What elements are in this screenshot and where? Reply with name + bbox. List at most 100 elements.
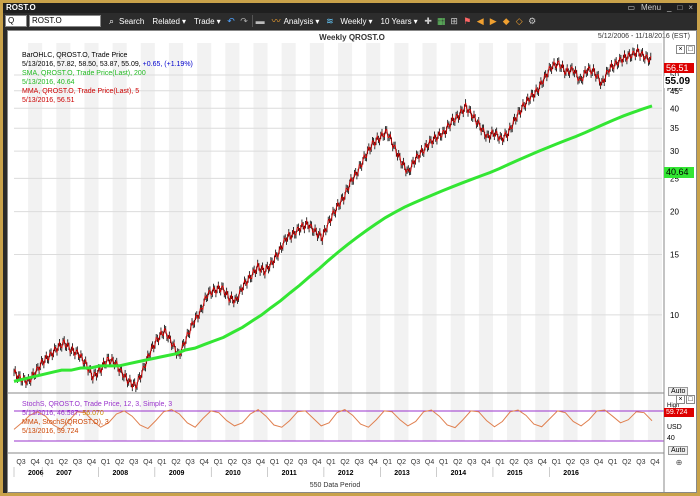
x-tick-year: 2010: [225, 470, 241, 477]
stoch-legend-line-4: 5/13/2016, 59.724: [22, 428, 79, 435]
chevron-down-icon: ▾: [413, 16, 418, 26]
legend-line-5: MMA, QROST.O, Trade Price(Last), 5: [22, 88, 140, 95]
legend-line-4: 5/13/2016, 40.64: [22, 79, 75, 86]
chart-style-icon[interactable]: ≋: [326, 15, 334, 26]
chevron-down-icon: ▾: [368, 16, 373, 26]
grid-band: [281, 43, 296, 441]
x-tick-quarter: Q3: [467, 459, 476, 466]
minimize-icon[interactable]: _: [667, 3, 672, 12]
zoom-reset-icon[interactable]: ⊕: [675, 458, 683, 467]
x-tick-quarter: Q2: [284, 459, 293, 466]
stoch-signal-value: 56.070: [82, 410, 104, 417]
stoch-pane-restore-icon[interactable]: □: [686, 395, 695, 404]
x-tick-quarter: Q3: [242, 459, 251, 466]
period-select[interactable]: 10 Years ▾: [378, 15, 421, 28]
grid-band: [535, 43, 550, 441]
toolbar-divider: [251, 15, 253, 27]
x-tick-quarter: Q3: [411, 459, 420, 466]
x-axis: Q3 Q4 Q1 Q2 Q3 Q4 Q1 Q2 Q3 Q4 Q1 Q2 Q3 Q4 Q1 Q2 Q3 Q4 Q1 Q2…: [13, 459, 660, 477]
x-tick-year: 2009: [169, 470, 185, 477]
price-axis-label: Price: [667, 86, 683, 93]
analysis-icon: 〰: [271, 15, 281, 26]
collapse-icon[interactable]: ◇: [515, 15, 523, 26]
scroll-right-icon[interactable]: ▶: [489, 15, 497, 26]
x-tick-quarter: Q4: [650, 459, 659, 466]
draw-icon[interactable]: ▦: [436, 15, 446, 26]
x-tick-quarter: Q3: [16, 459, 25, 466]
y-tick-label: 40: [670, 104, 679, 113]
stoch-legend: StochS, QROST.O, Trade Price, 12, 3, Sim…: [22, 400, 172, 436]
y-tick-label: 30: [670, 147, 679, 156]
title-bar-controls: ▭ Menu _ □ ×: [627, 3, 693, 13]
x-tick-quarter: Q3: [524, 459, 533, 466]
related-menu[interactable]: Related ▾: [149, 15, 189, 28]
grid-band: [84, 43, 99, 441]
auto-scale-button-2[interactable]: Auto: [668, 446, 689, 455]
x-tick-quarter: Q1: [270, 459, 279, 466]
x-tick-quarter: Q2: [115, 459, 124, 466]
x-tick-year: 2007: [56, 470, 72, 477]
x-tick-quarter: Q4: [425, 459, 434, 466]
x-tick-quarter: Q3: [185, 459, 194, 466]
x-tick-quarter: Q4: [87, 459, 96, 466]
y-tick-label: 45: [670, 87, 679, 96]
redo-icon[interactable]: ↷: [240, 15, 248, 26]
grid-band: [140, 43, 155, 441]
x-tick-quarter: Q2: [59, 459, 68, 466]
close-icon[interactable]: ×: [688, 3, 693, 12]
x-tick-quarter: Q4: [200, 459, 209, 466]
grid-band: [366, 43, 381, 441]
stoch-tick-40: 40: [667, 435, 675, 442]
search-button[interactable]: ⌕ Search: [103, 15, 147, 28]
stoch-high-label: High: [667, 403, 680, 409]
symbol-type-select[interactable]: Q: [5, 15, 27, 27]
interval-label: Weekly: [340, 16, 367, 26]
trade-menu[interactable]: Trade ▾: [191, 15, 224, 28]
chart-panel[interactable]: Weekly QROST.O 5/12/2006 - 11/18/2016 (E…: [7, 30, 697, 493]
chart-title: Weekly QROST.O: [319, 33, 385, 42]
period-label: 10 Years: [380, 16, 412, 26]
pane-restore-icon[interactable]: □: [686, 45, 695, 54]
search-icon: ⌕: [108, 15, 115, 26]
restore-icon[interactable]: ▭: [627, 3, 636, 12]
flag-icon[interactable]: ⚑: [463, 15, 472, 26]
symbol-input[interactable]: ROST.O: [29, 15, 101, 27]
undo-icon[interactable]: ↶: [227, 15, 235, 26]
x-tick-quarter: Q1: [101, 459, 110, 466]
menu-button[interactable]: Menu: [641, 3, 662, 12]
interval-select[interactable]: Weekly ▾: [337, 15, 375, 28]
chart-canvas[interactable]: 101520253035404550 Q3Q4Q1Q2Q3Q4Q1Q2Q3Q4Q…: [8, 31, 696, 492]
settings-icon[interactable]: ⚙: [528, 15, 537, 26]
legend-ohlc: 5/13/2016, 57.82, 58.50, 53.87, 55.09,: [22, 61, 143, 68]
grid-band: [112, 43, 127, 441]
x-tick-year: 2013: [394, 470, 410, 477]
x-tick-quarter: Q2: [228, 459, 237, 466]
analysis-menu[interactable]: 〰 Analysis ▾: [268, 15, 323, 28]
x-tick-quarter: Q1: [326, 459, 335, 466]
grid-band: [197, 43, 212, 441]
x-tick-quarter: Q4: [312, 459, 321, 466]
grid-band: [478, 43, 493, 441]
crosshair-icon[interactable]: ✚: [424, 15, 432, 26]
grid-band: [28, 43, 43, 441]
x-tick-quarter: Q1: [45, 459, 54, 466]
horizontal-grid: [14, 74, 662, 316]
grid-band: [647, 43, 662, 441]
grid-band: [253, 43, 268, 441]
y-tick-label: 10: [670, 311, 679, 320]
x-tick-quarter: Q1: [214, 459, 223, 466]
x-tick-quarter: Q1: [552, 459, 561, 466]
pane-close-icon[interactable]: ×: [676, 45, 685, 54]
stoch-pane-close-icon[interactable]: ×: [676, 395, 685, 404]
x-tick-quarter: Q1: [383, 459, 392, 466]
zoom-icon[interactable]: ⊞: [450, 15, 458, 26]
grid-band: [619, 43, 634, 441]
legend-line-3: SMA, QROST.O, Trade Price(Last), 200: [22, 70, 146, 77]
scroll-left-icon[interactable]: ◀: [476, 15, 484, 26]
folder-icon[interactable]: ▬: [255, 15, 265, 26]
expand-icon[interactable]: ◆: [502, 15, 510, 26]
maximize-icon[interactable]: □: [677, 3, 683, 12]
x-tick-quarter: Q3: [73, 459, 82, 466]
x-tick-year: 2006: [28, 470, 44, 477]
x-tick-quarter: Q4: [594, 459, 603, 466]
